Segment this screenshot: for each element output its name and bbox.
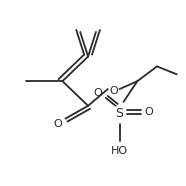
Text: O: O	[109, 86, 118, 96]
Text: O: O	[94, 88, 102, 98]
Text: HO: HO	[111, 146, 128, 156]
Text: O: O	[53, 118, 62, 129]
Text: S: S	[116, 107, 124, 120]
Text: O: O	[145, 107, 153, 117]
